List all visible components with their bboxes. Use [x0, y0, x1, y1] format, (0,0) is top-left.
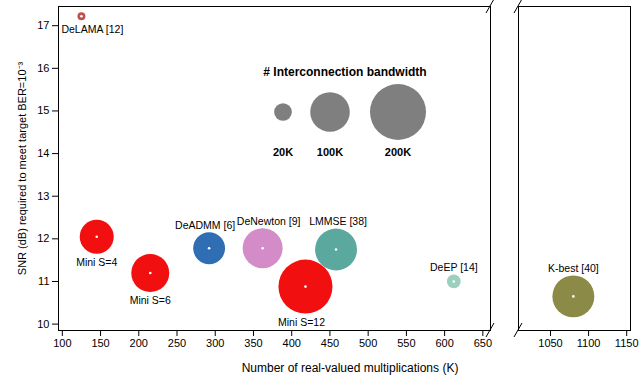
svg-text:1150: 1150: [615, 337, 639, 349]
svg-text:Mini S=6: Mini S=6: [130, 294, 171, 306]
svg-text:15: 15: [37, 104, 49, 116]
svg-text:400: 400: [283, 337, 301, 349]
svg-text:Mini S=4: Mini S=4: [76, 256, 117, 268]
svg-text:16: 16: [37, 62, 49, 74]
svg-text:12: 12: [37, 232, 49, 244]
svg-text:# Interconnection bandwidth: # Interconnection bandwidth: [263, 65, 426, 79]
svg-text:13: 13: [37, 190, 49, 202]
svg-text:100K: 100K: [317, 146, 343, 158]
svg-text:200K: 200K: [385, 146, 411, 158]
svg-text:650: 650: [474, 337, 492, 349]
svg-text:DeADMM [6]: DeADMM [6]: [175, 219, 235, 231]
svg-text:250: 250: [168, 337, 186, 349]
svg-text:LMMSE [38]: LMMSE [38]: [309, 215, 367, 227]
svg-text:20K: 20K: [273, 146, 293, 158]
svg-text:300: 300: [206, 337, 224, 349]
svg-text:DeEP [14]: DeEP [14]: [430, 261, 478, 273]
svg-text:Number of real-valued multipli: Number of real-valued multiplications (K…: [242, 361, 459, 375]
svg-text:550: 550: [397, 337, 415, 349]
svg-text:350: 350: [244, 337, 262, 349]
svg-text:150: 150: [91, 337, 109, 349]
svg-text:11: 11: [38, 275, 49, 287]
svg-text:K-best [40]: K-best [40]: [548, 262, 599, 274]
svg-text:SNR (dB) required to meet targ: SNR (dB) required to meet target BER=10⁻…: [16, 61, 28, 275]
svg-text:DeNewton [9]: DeNewton [9]: [237, 215, 301, 227]
svg-text:14: 14: [37, 147, 49, 159]
svg-text:10: 10: [37, 318, 49, 330]
svg-text:500: 500: [359, 337, 377, 349]
svg-text:1100: 1100: [577, 337, 601, 349]
svg-text:200: 200: [130, 337, 148, 349]
svg-text:Mini S=12: Mini S=12: [278, 316, 325, 328]
svg-text:17: 17: [37, 19, 49, 31]
svg-text:450: 450: [321, 337, 339, 349]
svg-text:1050: 1050: [538, 337, 562, 349]
svg-text:600: 600: [435, 337, 453, 349]
svg-text:DeLAMA [12]: DeLAMA [12]: [61, 23, 123, 35]
svg-text:100: 100: [53, 337, 71, 349]
